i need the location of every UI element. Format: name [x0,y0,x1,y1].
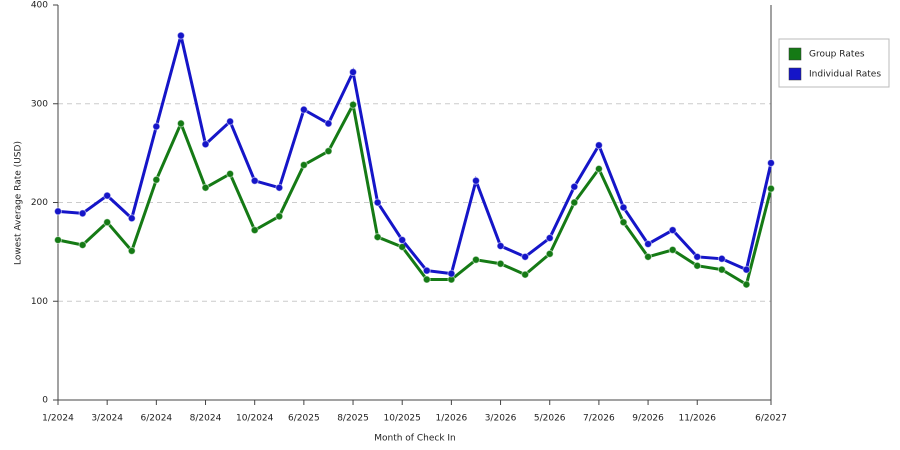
x-tick-label: 3/2024 [91,414,123,424]
data-point [299,105,308,114]
data-point [226,117,235,126]
data-point [471,255,480,264]
data-point [127,214,136,223]
data-point [422,266,431,275]
x-tick-label: 5/2026 [534,414,566,424]
data-point [545,249,554,258]
data-point [226,169,235,178]
data-point [644,252,653,261]
data-point [373,233,382,242]
data-point [717,254,726,263]
data-point [570,182,579,191]
data-point [767,159,775,167]
data-point [447,269,456,278]
x-tick-label: 1/2024 [42,414,74,424]
data-point [496,259,505,268]
data-point [103,218,112,227]
x-tick-label: 11/2026 [679,414,717,424]
data-point [250,226,259,235]
x-tick-label: 1/2026 [436,414,468,424]
data-point [742,280,751,289]
legend-label: Individual Rates [809,70,881,80]
data-point [422,275,431,284]
data-point [275,183,284,192]
data-point [78,240,87,249]
data-point [594,164,603,173]
data-point [127,246,136,255]
data-point [693,261,702,270]
data-point [103,191,112,200]
x-tick-label: 7/2026 [583,414,615,424]
data-point [668,245,677,254]
data-point [496,241,505,250]
data-point [152,122,161,131]
data-point [521,270,530,279]
data-point [349,100,358,109]
data-point [176,119,185,128]
data-point [471,176,480,185]
data-point [201,183,210,192]
data-point [176,31,185,40]
data-point [324,147,333,156]
y-tick-label: 100 [31,297,48,307]
data-point [54,207,62,216]
x-tick-label: 6/2025 [288,414,320,424]
data-point [398,236,407,245]
data-point [717,265,726,274]
y-axis-label: Lowest Average Rate (USD) [14,141,24,265]
data-point [78,209,87,218]
x-axis-label: Month of Check In [374,434,456,444]
data-point [668,226,677,235]
data-point [275,212,284,221]
series-line [57,35,773,276]
data-point [250,176,259,185]
x-tick-label: 10/2024 [236,414,274,424]
data-point [545,234,554,243]
series-line [57,100,773,287]
legend-swatch [788,67,802,81]
data-point [693,252,702,261]
data-point [619,203,628,212]
data-point [644,239,653,248]
y-tick-label: 200 [31,198,48,208]
y-tick-label: 0 [42,396,48,406]
x-tick-label: 6/2027 [755,414,787,424]
y-tick-label: 300 [31,99,48,109]
x-tick-label: 9/2026 [632,414,664,424]
legend-label: Group Rates [809,50,865,60]
x-tick-label: 6/2024 [141,414,173,424]
data-point [349,68,358,77]
legend-swatch [788,47,802,61]
data-point [594,141,603,150]
data-point [201,140,210,149]
data-point [324,119,333,128]
data-point [521,252,530,261]
x-tick-label: 8/2025 [337,414,369,424]
data-point [152,175,161,184]
data-point [742,265,751,274]
data-point [767,184,775,193]
data-point [619,218,628,227]
data-point [54,236,62,245]
data-point [570,198,579,207]
data-point [299,160,308,169]
x-tick-label: 3/2026 [485,414,517,424]
y-tick-label: 400 [31,1,48,11]
data-point [373,198,382,207]
x-tick-label: 10/2025 [384,414,421,424]
x-tick-label: 8/2024 [190,414,222,424]
